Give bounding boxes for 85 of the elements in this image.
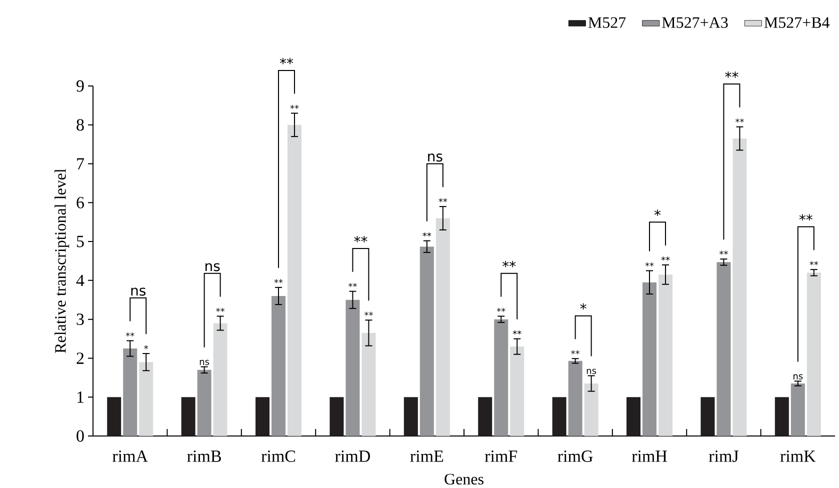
bar (626, 397, 640, 436)
bar (404, 397, 418, 436)
text: ** (725, 72, 738, 78)
y-tick-label: 3 (76, 314, 84, 326)
bar (362, 332, 376, 436)
x-tick-label: rimE (410, 450, 444, 462)
bar (197, 370, 212, 436)
data-label: * (144, 345, 148, 350)
data-label: ** (216, 308, 225, 312)
annotation: * (654, 210, 661, 216)
bar (806, 272, 821, 436)
annotation: ** (502, 260, 516, 268)
annotation: ** (799, 214, 812, 221)
y-tick-label: 0 (76, 430, 84, 442)
x-tick-label: rimH (632, 450, 667, 462)
bar (552, 397, 566, 436)
annotation: ** (354, 236, 368, 242)
data-label: ns (200, 360, 210, 366)
x-tick-label: rimK (780, 450, 816, 462)
bar (478, 397, 492, 436)
legend-label: M527 (588, 17, 626, 28)
y-tick-label: 7 (77, 158, 84, 170)
data-label: ** (274, 279, 283, 284)
data-label: ** (512, 330, 522, 335)
annotation: * (580, 303, 586, 310)
data-label: ** (290, 104, 299, 109)
data-label: ** (438, 198, 448, 202)
bar (139, 362, 154, 436)
bar (642, 282, 657, 436)
bar (123, 348, 138, 436)
data-label: ** (126, 332, 134, 336)
x-tick-label: rimJ (708, 450, 738, 462)
y-axis-title: Relative transcriptional level (54, 168, 70, 353)
bar (510, 346, 524, 436)
data-label: ** (810, 261, 818, 266)
y-tick-label: 9 (76, 80, 84, 92)
x-axis-title: Genes (444, 474, 484, 485)
bar (658, 274, 673, 436)
data-label: ** (735, 118, 744, 123)
bar (700, 397, 715, 436)
data-label: ** (364, 312, 373, 316)
bar (584, 384, 598, 436)
bar (716, 262, 731, 436)
y-tick-label: 1 (77, 392, 84, 403)
data-label: ** (719, 250, 728, 255)
legend-label: M527+A3 (662, 17, 728, 28)
bar (256, 397, 270, 436)
y-tick-label: 6 (76, 196, 84, 208)
data-label: ns (586, 368, 596, 374)
y-tick-label: 8 (76, 119, 84, 131)
bar (568, 360, 582, 436)
annotation: ns (428, 154, 442, 162)
x-tick-label: rimF (484, 450, 518, 462)
x-tick-label: rimG (558, 450, 593, 462)
bar (107, 397, 122, 436)
bar (436, 218, 450, 436)
data-label: ** (422, 232, 432, 237)
y-tick-label: 4 (76, 274, 84, 286)
bar (774, 397, 789, 436)
bar (790, 384, 805, 436)
data-label: ** (571, 350, 580, 354)
data-label: ** (645, 262, 654, 266)
annotation: ns (205, 263, 220, 272)
x-tick-label: rimA (112, 450, 148, 462)
annotation: ns (131, 288, 146, 296)
bar (420, 246, 434, 436)
data-label: ** (348, 282, 357, 288)
bar (732, 138, 747, 436)
legend-label: M527+B4 (764, 17, 830, 28)
bar (330, 397, 344, 436)
data-label: ns (794, 374, 803, 380)
x-tick-label: rimD (335, 450, 370, 462)
x-tick-label: rimB (187, 450, 221, 462)
data-label: ** (496, 308, 506, 312)
bar (494, 319, 508, 436)
data-label: ** (661, 256, 670, 261)
y-tick-label: 5 (76, 236, 84, 248)
x-tick-label: rimC (261, 450, 296, 462)
bar (213, 323, 228, 436)
bar (288, 124, 302, 436)
bar (181, 397, 196, 436)
bar (346, 300, 360, 436)
bar (272, 296, 286, 436)
text: ** (280, 58, 294, 64)
y-tick-label: 2 (76, 352, 84, 364)
